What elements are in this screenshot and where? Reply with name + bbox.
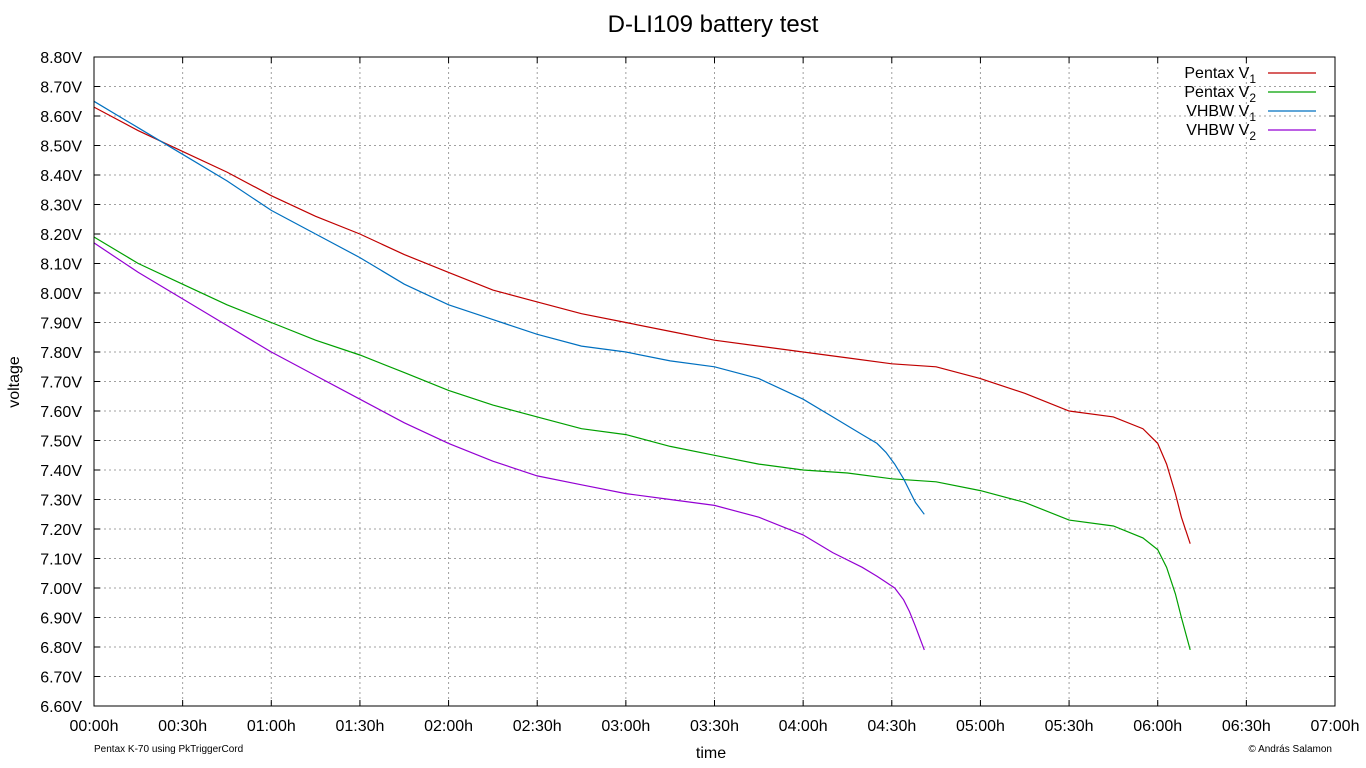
x-tick-label: 02:30h [513,718,562,735]
y-tick-label: 7.60V [40,404,82,421]
y-tick-label: 7.40V [40,463,82,480]
legend-entry-label: Pentax V2 [1184,84,1256,105]
x-tick-label: 00:00h [70,718,119,735]
y-tick-label: 8.00V [40,286,82,303]
y-tick-label: 7.50V [40,434,82,451]
y-tick-label: 8.30V [40,198,82,215]
x-tick-labels: 00:00h 00:30h 01:00h 01:30h 02:00h 02:30h 03:0… [70,718,1360,735]
legend-entry-label: VHBW V2 [1186,122,1256,143]
series-line-3 [93,100,925,515]
series-line-2 [93,236,1191,651]
x-tick-label: 01:30h [335,718,384,735]
y-tick-label: 8.20V [40,227,82,244]
x-tick-label: 04:30h [867,718,916,735]
x-tick-label: 04:00h [779,718,828,735]
y-tick-label: 6.90V [40,611,82,628]
y-tick-label: 8.60V [40,109,82,126]
x-tick-label: 05:30h [1045,718,1094,735]
y-tick-label: 6.60V [40,699,82,716]
grid-lines [94,57,1335,706]
x-tick-label: 02:00h [424,718,473,735]
y-tick-label: 6.70V [40,670,82,687]
y-tick-label: 7.10V [40,552,82,569]
y-tick-label: 8.50V [40,139,82,156]
y-tick-label: 8.70V [40,80,82,97]
y-tick-label: 6.80V [40,640,82,657]
y-tick-label: 7.70V [40,375,82,392]
x-axis-label: time [696,745,726,762]
series-lines [93,100,1191,651]
x-tick-label: 07:00h [1311,718,1360,735]
y-tick-label: 8.40V [40,168,82,185]
series-line-1 [93,106,1191,544]
chart-title: D-LI109 battery test [608,11,819,38]
y-tick-labels: 6.60V 6.70V 6.80V 6.90V 7.00V 7.10V 7.20V 7.30V… [40,50,82,716]
footer-right-note: © András Salamon [1248,744,1332,755]
tick-marks [93,56,1336,707]
legend-entry-label: VHBW V1 [1186,103,1256,124]
x-tick-label: 06:30h [1222,718,1271,735]
x-tick-label: 01:00h [247,718,296,735]
y-axis-label: voltage [6,356,23,408]
footer-left-note: Pentax K-70 using PkTriggerCord [94,744,243,755]
y-tick-label: 7.00V [40,581,82,598]
x-tick-label: 06:00h [1133,718,1182,735]
y-tick-label: 8.80V [40,50,82,67]
x-tick-label: 03:00h [601,718,650,735]
y-tick-label: 7.90V [40,316,82,333]
x-tick-label: 05:00h [956,718,1005,735]
y-tick-label: 7.20V [40,522,82,539]
series-line-4 [93,242,925,651]
x-tick-label: 03:30h [690,718,739,735]
y-tick-label: 8.10V [40,257,82,274]
x-tick-label: 00:30h [158,718,207,735]
y-tick-label: 7.30V [40,493,82,510]
y-tick-label: 7.80V [40,345,82,362]
legend-entry-label: Pentax V1 [1184,65,1256,86]
